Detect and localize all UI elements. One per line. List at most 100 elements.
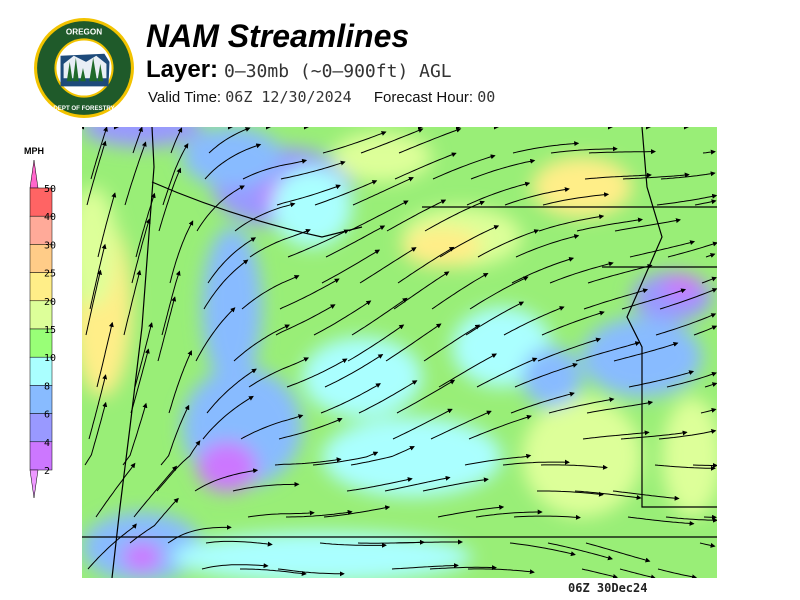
streamline [241,275,300,310]
streamline [582,430,650,440]
streamline [346,477,413,492]
streamline [541,310,605,336]
streamline [503,306,565,336]
streamline [161,270,181,336]
legend-swatch [29,441,53,471]
streamline [392,408,453,440]
streamline [514,362,578,388]
streamline [538,214,605,232]
streamline [134,322,154,388]
streamline [129,497,179,544]
streamline [287,229,350,258]
valid-time-value: 06Z 12/30/2024 [225,88,352,106]
streamline [513,514,581,520]
streamline [157,296,177,362]
wind-speed-region [332,132,432,182]
streamline [548,397,615,414]
valid-time-info: Valid Time: 06Z 12/30/2024 Forecast Hour… [148,88,495,106]
streamline [692,463,717,468]
streamline [87,523,137,570]
streamline [86,140,107,206]
streamline [279,278,340,310]
legend-tick-label: 8 [44,381,50,392]
streamline [205,540,273,547]
streamline [702,149,716,155]
streamline [429,565,497,571]
streamlines [84,127,717,578]
streamline [248,357,310,388]
streamline [693,325,717,336]
streamline [233,324,291,362]
streamline [249,228,311,258]
streamline [587,264,653,284]
streamline [97,192,117,258]
streamline [477,229,540,258]
streamline [628,370,695,388]
streamline [627,516,695,526]
streamline [393,271,450,310]
state-borders [82,127,717,578]
streamline [547,542,613,561]
layer-value: 0–30mb (~0–900ft) AGL [224,61,452,82]
streamline [576,217,643,232]
streamline [657,568,697,578]
wind-speed-legend: MPH 50 40 30 25 20 15 10 8 6 4 2 [24,146,56,499]
streamline [274,457,342,466]
streamline [575,341,641,362]
streamline [135,192,156,258]
streamline [170,127,183,154]
streamline [422,477,489,492]
wind-speed-region [522,397,642,517]
streamline [665,516,717,523]
streamline [512,141,580,154]
legend-tick-label: 10 [44,353,56,364]
streamline [537,337,602,362]
streamline [313,300,372,336]
streamline [207,237,257,284]
legend-tick-label: 6 [44,410,50,421]
oregon-department-of-forestry-logo: OREGON DEPT OF FORESTRY [34,18,134,118]
streamline [358,380,418,414]
streamline [701,276,717,284]
streamline [84,401,108,466]
streamline [90,127,108,180]
streamline [160,404,190,466]
wind-speed-region [322,417,502,497]
streamline [124,141,147,206]
streamline [247,510,315,518]
streamline [430,410,492,440]
streamline [195,307,236,362]
streamline [386,199,447,232]
streamline [613,341,679,362]
streamline [655,313,717,336]
streamline [622,172,690,180]
streamline [629,240,696,258]
streamline [588,149,656,155]
legend-arrow-bottom [29,469,39,499]
streamline [89,243,107,310]
streamline [321,249,381,284]
streamline [385,323,442,362]
streamline [312,451,379,466]
streamline [705,253,716,258]
streamline [204,143,262,180]
legend-unit: MPH [24,146,44,156]
streamline [511,256,575,284]
streamline [699,542,716,548]
streamline [88,374,108,440]
wind-speed-region [122,542,162,572]
streamline-map [82,127,717,578]
streamline [502,459,570,466]
svg-text:DEPT OF FORESTRY: DEPT OF FORESTRY [53,105,114,112]
streamline [504,187,570,206]
streamline [619,568,656,578]
forecast-hour-label: Forecast Hour: [373,89,474,106]
streamline [359,247,417,284]
forecast-hour-value: 00 [477,88,496,106]
streamline [132,127,143,154]
streamline [208,127,251,154]
streamline [432,154,496,180]
wind-speed-region [82,127,202,147]
streamline [656,193,717,206]
wind-speed-region [172,532,472,578]
